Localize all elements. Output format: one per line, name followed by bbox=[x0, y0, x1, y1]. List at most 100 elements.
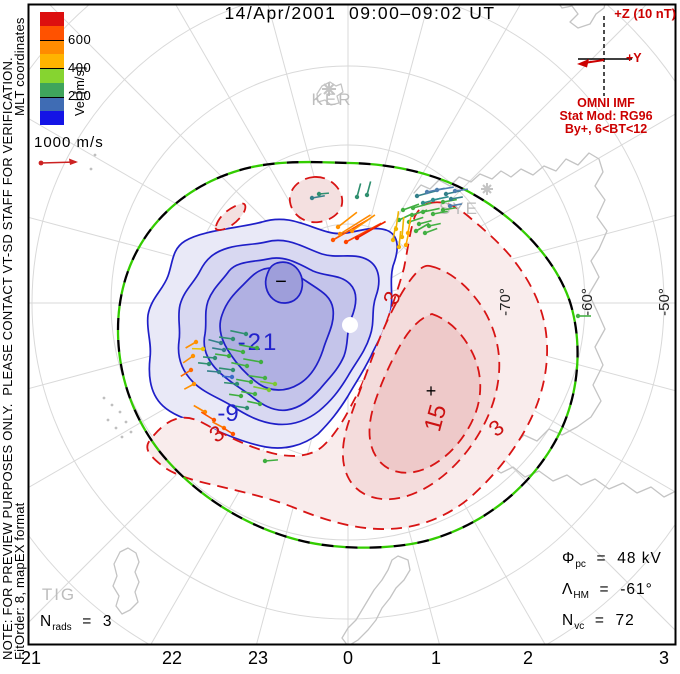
velocity-vector-origin bbox=[443, 191, 449, 197]
lat-label-70: -70° bbox=[497, 288, 514, 316]
colorbar-block bbox=[40, 96, 64, 112]
contour-pos-level3 bbox=[368, 313, 482, 474]
stat-subscript: vc bbox=[574, 621, 585, 633]
negative-cell-center-sign: − bbox=[275, 271, 287, 293]
heppner-maynard-boundary bbox=[116, 160, 579, 549]
reference-vector-label: 1000 m/s bbox=[34, 134, 104, 151]
reference-vector-arrow bbox=[38, 158, 78, 166]
velocity-vector-tail bbox=[219, 367, 234, 371]
imf-model-label: Stat Mod: RG96 bbox=[559, 109, 653, 123]
velocity-vector-tail bbox=[432, 210, 448, 215]
velocity-vector-origin bbox=[452, 188, 458, 194]
velocity-vector-tail bbox=[436, 186, 454, 191]
colorbar-block bbox=[40, 111, 64, 125]
velocity-vector-origin bbox=[193, 339, 199, 345]
velocity-vector-tail bbox=[351, 214, 376, 232]
velocity-vector-origin bbox=[316, 191, 322, 197]
mlt-spoke bbox=[347, 5, 429, 304]
velocity-vector-origin bbox=[226, 353, 232, 359]
velocity-vector-tail bbox=[241, 390, 256, 395]
imf-dial bbox=[577, 16, 632, 96]
imf-y-axis-label: +Y bbox=[626, 51, 642, 65]
velocity-vector-origin bbox=[211, 417, 217, 423]
velocity-vector-origin bbox=[364, 192, 370, 198]
imf-vector-arrowhead bbox=[577, 59, 589, 68]
velocity-vector-origin bbox=[257, 401, 263, 407]
velocity-vector-tail bbox=[345, 222, 382, 243]
velocity-vector-tail bbox=[337, 211, 358, 228]
velocity-vector-origin bbox=[258, 359, 264, 365]
imf-source-label: OMNI IMF bbox=[577, 96, 635, 110]
velocity-vector-origin bbox=[349, 228, 355, 234]
velocity-vector-origin bbox=[243, 331, 249, 337]
stat-symbol: N bbox=[562, 612, 575, 629]
velocity-vector-tail bbox=[408, 216, 424, 223]
velocity-vector-origin bbox=[410, 205, 416, 211]
stat-value: = 3 bbox=[71, 613, 113, 630]
colorbar-block bbox=[40, 68, 64, 83]
velocity-vector-tail bbox=[422, 207, 440, 213]
mlt-spoke bbox=[347, 5, 521, 304]
velocity-vector-tail bbox=[401, 217, 405, 238]
mlt-axis-tick-1: 1 bbox=[430, 648, 441, 668]
velocity-vector-origin bbox=[244, 363, 250, 369]
velocity-vector-origin bbox=[335, 224, 341, 230]
velocity-vector-origin bbox=[266, 387, 272, 393]
pole-marker bbox=[342, 317, 358, 333]
stat-symbol: N bbox=[40, 613, 53, 630]
stat-value: = -61° bbox=[588, 581, 653, 598]
velocity-vector-tail bbox=[230, 329, 247, 335]
stat-vector-count: Nvc = 72 bbox=[562, 612, 635, 632]
plot-border bbox=[27, 3, 677, 646]
colorbar-block bbox=[40, 25, 64, 40]
velocity-vector-origin bbox=[216, 369, 222, 375]
latitude-labels: -70° -60° -50° bbox=[497, 288, 673, 316]
island-dots bbox=[89, 153, 133, 439]
velocity-vector-tail bbox=[227, 347, 244, 353]
velocity-vector-origin bbox=[188, 367, 194, 373]
velocity-vector-origin bbox=[229, 374, 235, 380]
velocity-vector-origin bbox=[230, 336, 236, 342]
velocity-vector-origin bbox=[575, 313, 581, 319]
velocity-vector-origin bbox=[416, 221, 422, 227]
imf-condition-label: By+, 6<BT<12 bbox=[564, 122, 648, 136]
velocity-vector-origin bbox=[190, 353, 196, 359]
velocity-vector-tail bbox=[231, 361, 248, 367]
velocity-vector-origin bbox=[240, 349, 246, 355]
station-labels: KER SYE TIG bbox=[42, 90, 477, 604]
velocity-vector-origin bbox=[230, 431, 236, 437]
velocity-vector-origin bbox=[396, 244, 402, 250]
velocity-vector-origin bbox=[252, 391, 258, 397]
kerguelen-island-coastline bbox=[316, 81, 344, 106]
contour-label-minus9: -9 bbox=[217, 400, 238, 427]
antarctica-coastline bbox=[413, 152, 675, 498]
island-coastline-bottom bbox=[341, 555, 411, 644]
station-markers bbox=[322, 82, 493, 195]
velocity-vector-origin bbox=[430, 197, 436, 203]
contour-neg-level5 bbox=[264, 261, 304, 304]
velocity-vector-origin bbox=[413, 228, 419, 234]
stat-radar-count: Nrads = 3 bbox=[40, 613, 113, 633]
velocity-vector-origin bbox=[330, 237, 336, 243]
velocity-vector-tail bbox=[407, 217, 412, 234]
velocity-vector-origin bbox=[221, 347, 227, 353]
plot-title: 14/Apr/2001 09:00–09:02 UT bbox=[224, 3, 496, 23]
velocity-vector-tail bbox=[405, 231, 410, 246]
mlt-axis-tick-22: 22 bbox=[161, 648, 183, 668]
mlt-axis-tick-23: 23 bbox=[247, 648, 269, 668]
velocity-vector-tail bbox=[248, 374, 266, 379]
velocity-vector-tail bbox=[219, 336, 234, 340]
velocity-vector-origin bbox=[434, 187, 440, 193]
stat-hm-boundary-latitude: ΛHM = -61° bbox=[562, 581, 653, 601]
velocity-vector-origin bbox=[262, 458, 268, 464]
velocity-vector-origin bbox=[244, 405, 250, 411]
stat-value: = 48 kV bbox=[585, 550, 662, 567]
mlt-spoke bbox=[175, 5, 349, 304]
velocity-vector-origin bbox=[343, 239, 349, 245]
velocity-vector-tail bbox=[239, 344, 258, 349]
imf-z-axis-label: +Z (10 nT) bbox=[614, 6, 676, 21]
velocity-vectors bbox=[180, 181, 591, 464]
velocity-vector-origin bbox=[430, 211, 436, 217]
colorbar-block bbox=[40, 82, 64, 97]
